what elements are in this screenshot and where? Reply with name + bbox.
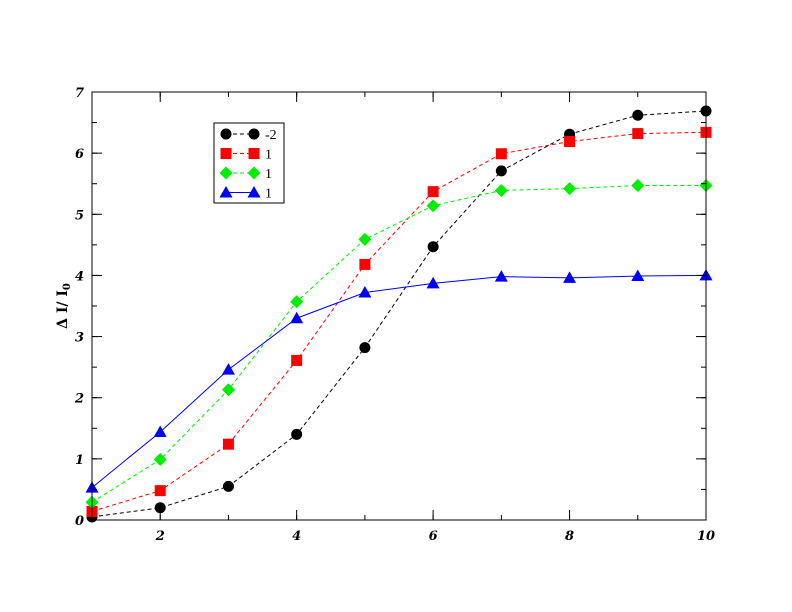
x-tick-label: 4 <box>292 529 301 544</box>
series-2-point <box>564 136 576 148</box>
y-tick-label: 5 <box>75 208 84 223</box>
legend-label: 1 <box>265 187 272 202</box>
legend-marker <box>220 148 232 159</box>
series-2-point <box>222 438 234 450</box>
series-1-point <box>632 109 644 121</box>
legend-label: 1 <box>265 148 272 163</box>
series-4-point <box>221 363 235 375</box>
x-tick-label: 6 <box>429 529 438 544</box>
series-2-point <box>495 148 507 160</box>
series-1-point <box>222 480 234 492</box>
axes: 2 4 6 8 10 0 1 2 3 4 5 6 7 <box>74 86 715 544</box>
series-3 <box>85 179 713 509</box>
series-4 <box>85 268 713 493</box>
y-tick-label: 6 <box>75 147 84 162</box>
legend-label: 1 <box>265 167 272 182</box>
x-tick-label: 10 <box>697 529 715 544</box>
series-1-point <box>427 241 439 253</box>
legend-marker <box>220 128 232 140</box>
series-1-point <box>359 342 371 354</box>
legend-marker <box>219 166 233 180</box>
legend-label: -2 <box>265 128 277 143</box>
legend-marker <box>248 148 260 159</box>
y-tick-label: 3 <box>75 331 84 346</box>
series-1-point <box>495 165 507 177</box>
legend-marker <box>248 128 260 140</box>
series-4-point <box>290 311 304 324</box>
legend: -2 1 1 1 <box>213 122 285 204</box>
legend-item-1: -2 <box>220 128 277 143</box>
series-1-point <box>154 502 166 514</box>
series-4-point <box>631 269 645 282</box>
series-4-point <box>426 276 440 289</box>
legend-item-4: 1 <box>219 186 272 202</box>
y-tick-label: 4 <box>75 269 84 284</box>
x-tick-label: 8 <box>565 529 574 544</box>
series-2-point <box>291 354 303 366</box>
y-axis-label: Δ I/ I0 <box>55 283 73 329</box>
x-tick-label: 2 <box>155 529 165 544</box>
series-2-point <box>359 258 371 270</box>
series-4-point <box>358 286 372 298</box>
y-tick-label: 1 <box>75 453 84 468</box>
series-3-point <box>290 295 304 309</box>
legend-marker <box>219 186 233 198</box>
series-2-line <box>91 131 707 512</box>
legend-item-2: 1 <box>220 148 272 163</box>
series-3-point <box>563 182 577 196</box>
series-3-point <box>494 183 508 197</box>
series-3-point <box>426 199 440 213</box>
legend-marker <box>247 186 261 198</box>
series-1 <box>86 105 712 523</box>
y-tick-label: 2 <box>74 392 84 407</box>
y-tick-label: 0 <box>75 514 84 529</box>
series-1-point <box>291 428 303 440</box>
y-axis-label-subscript: 0 <box>62 283 73 290</box>
series-2-point <box>154 485 166 497</box>
series-2-point <box>427 186 439 198</box>
series-1-line <box>91 110 707 518</box>
legend-item-3: 1 <box>219 166 272 182</box>
y-axis-label-main: Δ I/ I <box>55 290 71 329</box>
series-4-line <box>91 274 707 488</box>
series-2-point <box>632 128 644 140</box>
series-3-point <box>631 179 645 193</box>
series-4-point <box>153 425 167 437</box>
series-3-point <box>153 452 167 466</box>
series-3-line <box>91 185 706 503</box>
plot-area <box>85 105 713 523</box>
legend-marker <box>247 166 261 180</box>
series-4-point <box>563 271 577 283</box>
series-3-point <box>221 383 235 397</box>
y-tick-label: 7 <box>75 86 84 101</box>
series-3-point <box>358 232 372 246</box>
series-4-point <box>494 270 508 282</box>
